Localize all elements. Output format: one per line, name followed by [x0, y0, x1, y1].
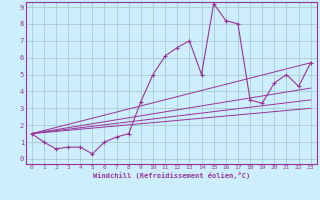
X-axis label: Windchill (Refroidissement éolien,°C): Windchill (Refroidissement éolien,°C) — [92, 172, 250, 179]
